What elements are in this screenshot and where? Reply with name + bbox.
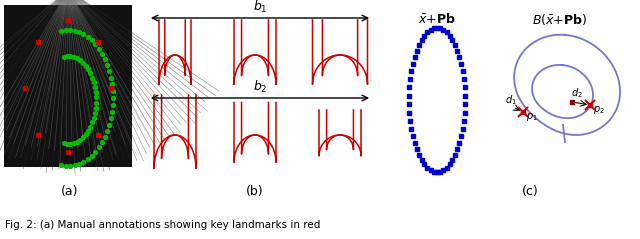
Text: (a): (a): [61, 185, 79, 198]
Text: $b_2$: $b_2$: [253, 79, 268, 95]
Text: $p_1$: $p_1$: [526, 111, 538, 123]
Text: $d_2$: $d_2$: [571, 86, 583, 100]
Text: $b_1$: $b_1$: [253, 0, 268, 15]
Text: (b): (b): [246, 185, 264, 198]
Text: $\bar{x}$$+\mathbf{Pb}$: $\bar{x}$$+\mathbf{Pb}$: [418, 12, 456, 26]
Text: (c): (c): [522, 185, 538, 198]
Text: $p_2$: $p_2$: [593, 104, 605, 116]
Text: Fig. 2: (a) Manual annotations showing key landmarks in red: Fig. 2: (a) Manual annotations showing k…: [5, 220, 321, 230]
Text: $d_1$: $d_1$: [505, 93, 517, 107]
Bar: [4, 5, 132, 167]
Text: $B(\bar{x}$$+\mathbf{Pb})$: $B(\bar{x}$$+\mathbf{Pb})$: [532, 12, 588, 27]
